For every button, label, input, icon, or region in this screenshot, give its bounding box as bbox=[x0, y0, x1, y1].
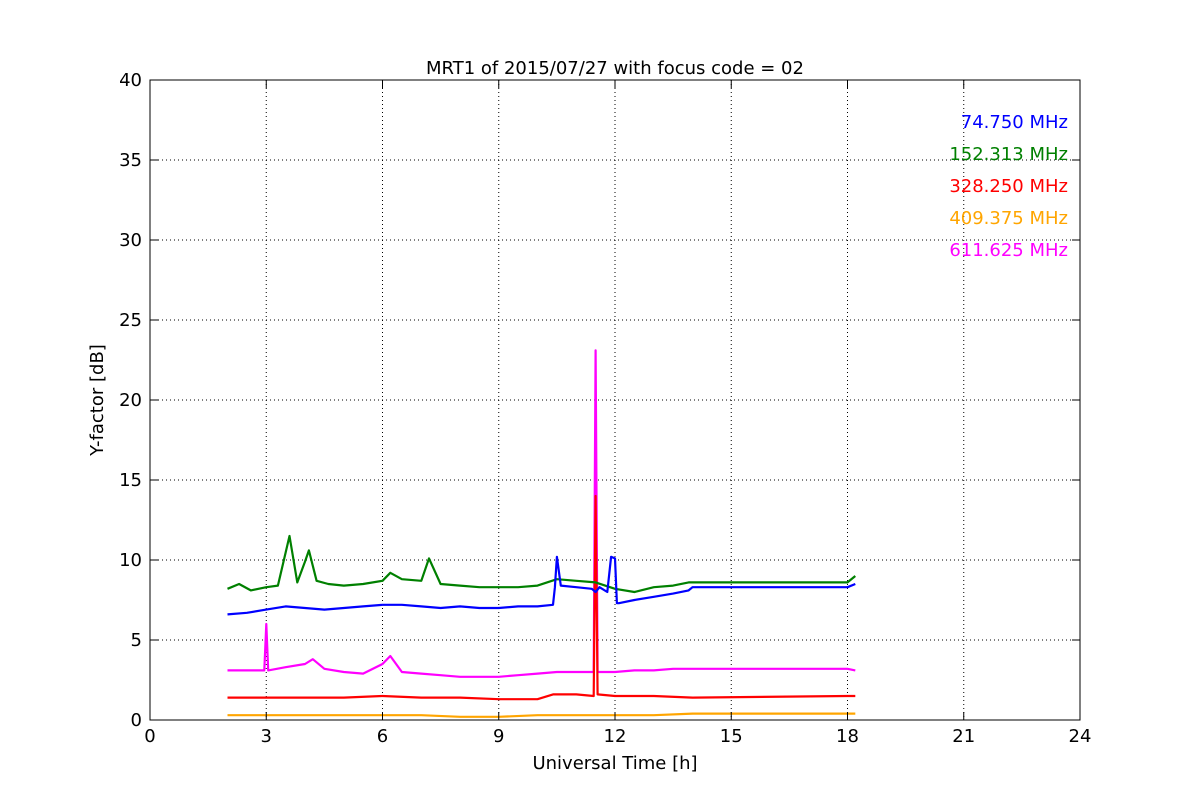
x-tick-label: 24 bbox=[1069, 726, 1092, 747]
series-line-5 bbox=[227, 349, 856, 678]
chart-title: MRT1 of 2015/07/27 with focus code = 02 bbox=[426, 58, 804, 79]
series-layer bbox=[227, 349, 856, 718]
series-line-1 bbox=[227, 555, 856, 616]
y-tick-label: 30 bbox=[119, 230, 142, 251]
legend-entry: 409.375 MHz bbox=[949, 208, 1068, 229]
y-tick-label: 40 bbox=[119, 70, 142, 91]
x-tick-label: 3 bbox=[261, 726, 272, 747]
y-tick-label: 10 bbox=[119, 550, 142, 571]
y-tick-label: 0 bbox=[131, 710, 142, 731]
y-tick-label: 35 bbox=[119, 150, 142, 171]
x-axis-label: Universal Time [h] bbox=[532, 753, 697, 774]
y-tick-label: 5 bbox=[131, 630, 142, 651]
x-tick-label: 6 bbox=[377, 726, 388, 747]
x-tick-label: 18 bbox=[836, 726, 859, 747]
series-line-2 bbox=[227, 534, 856, 594]
series-line-3 bbox=[227, 494, 856, 701]
x-tick-label: 15 bbox=[720, 726, 743, 747]
y-axis-label: Y-factor [dB] bbox=[87, 344, 108, 457]
x-tick-label: 0 bbox=[144, 726, 155, 747]
y-tick-label: 20 bbox=[119, 390, 142, 411]
x-tick-label: 12 bbox=[604, 726, 627, 747]
legend-entry: 152.313 MHz bbox=[949, 144, 1068, 165]
legend-entry: 611.625 MHz bbox=[949, 240, 1068, 261]
x-tick-label: 21 bbox=[952, 726, 975, 747]
x-tick-label: 9 bbox=[493, 726, 504, 747]
y-tick-label: 15 bbox=[119, 470, 142, 491]
legend-entry: 74.750 MHz bbox=[961, 112, 1068, 133]
ticks: 0 3 6 9 12 15 18 21 24 0 5 10 15 20 25 30 35 40 bbox=[119, 70, 1091, 747]
legend: 74.750 MHz 152.313 MHz 328.250 MHz 409.375 … bbox=[949, 112, 1068, 261]
legend-entry: 328.250 MHz bbox=[949, 176, 1068, 197]
series-line-4 bbox=[227, 712, 856, 718]
y-tick-label: 25 bbox=[119, 310, 142, 331]
